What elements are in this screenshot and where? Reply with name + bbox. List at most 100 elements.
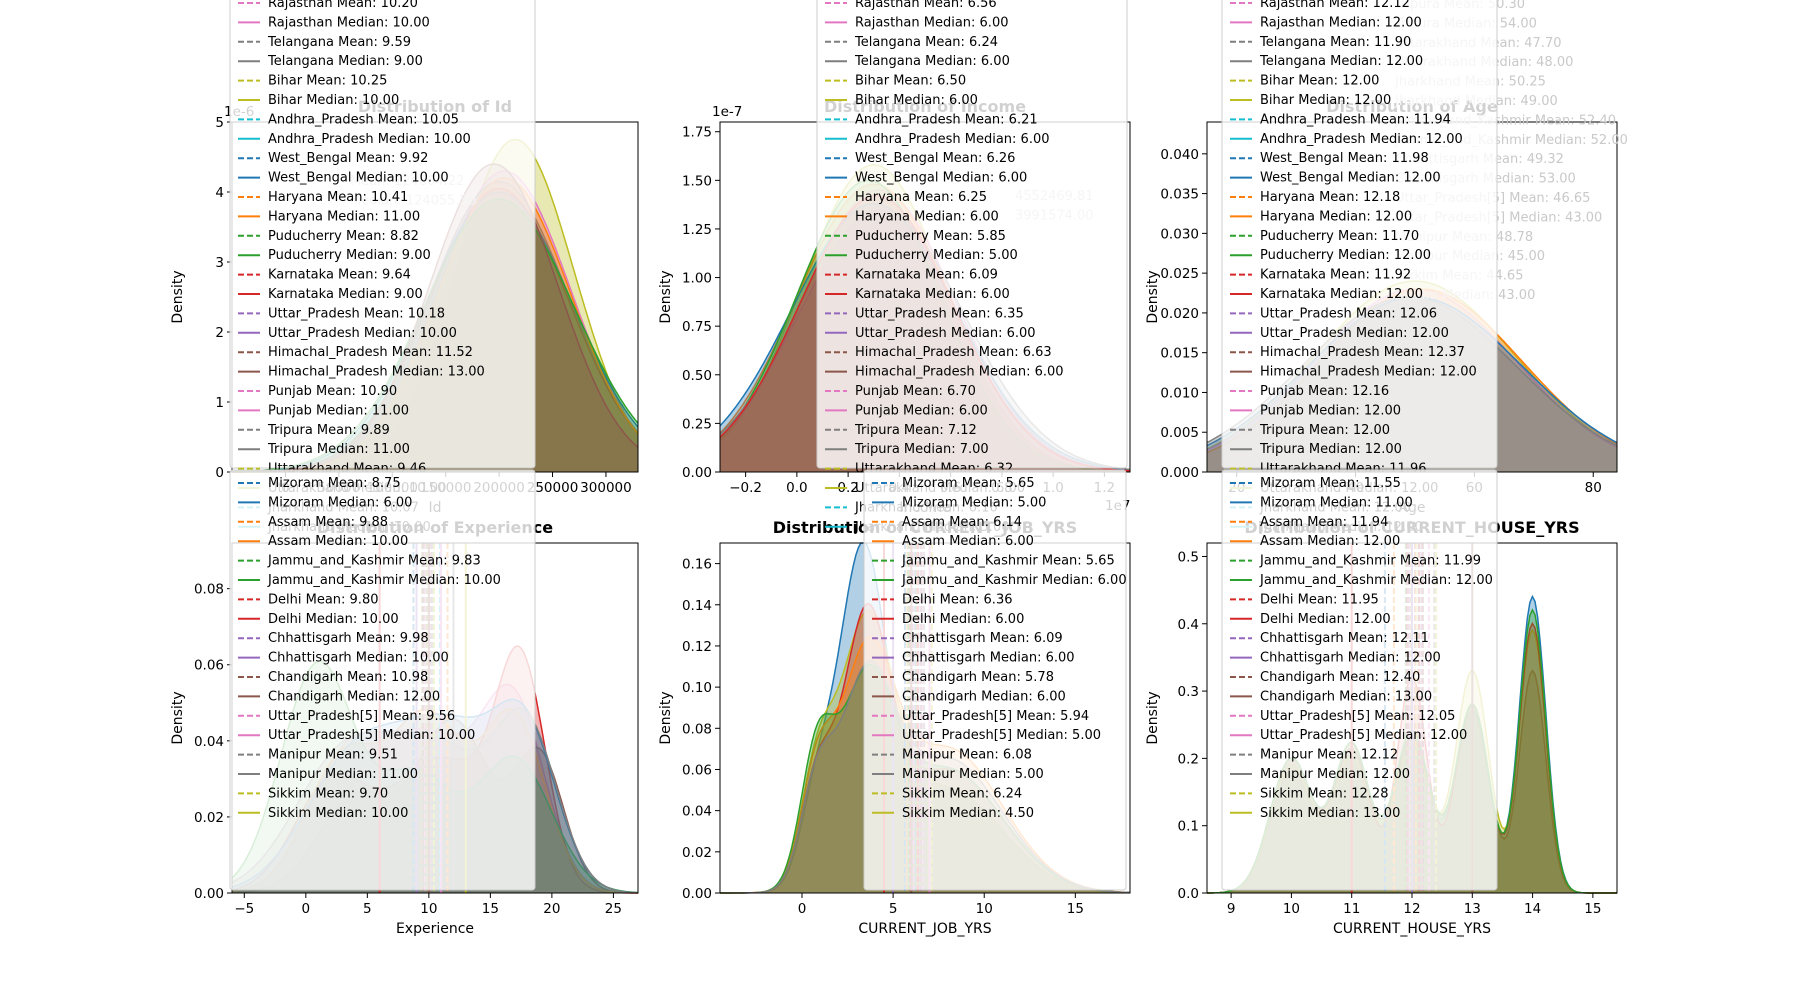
legend-entry: Uttar_Pradesh Mean: 10.18	[268, 306, 445, 321]
legend-entry: Jammu_and_Kashmir Median: 6.00	[901, 573, 1127, 588]
legend-entry: West_Bengal Mean: 9.92	[268, 151, 428, 166]
y-tick-label: 0.040	[1160, 147, 1199, 163]
legend-entry: Uttar_Pradesh[5] Mean: 12.05	[1260, 709, 1455, 724]
legend-6: Mizoram Mean: 11.55 Mizoram Median: 11.00…	[1221, 469, 1498, 891]
legend-entry: Assam Median: 12.00	[1260, 534, 1400, 549]
legend-entry: Rajasthan Median: 12.00	[1260, 15, 1422, 30]
legend-entry: Uttar_Pradesh[5] Mean: 5.94	[902, 709, 1089, 724]
legend-entry: Karnataka Median: 6.00	[855, 287, 1010, 302]
legend-5: Mizoram Mean: 5.65 Mizoram Median: 5.00 As…	[863, 469, 1127, 891]
legend-entry: Haryana Mean: 12.18	[1260, 190, 1400, 205]
x-tick-label: 0	[302, 901, 311, 917]
x-tick-label: 12	[1403, 901, 1420, 917]
legend-entry: Tripura Mean: 9.89	[267, 423, 390, 438]
legend-entry: Puducherry Mean: 11.70	[1260, 229, 1419, 244]
legend-entry: Delhi Mean: 11.95	[1260, 592, 1379, 607]
legend-entry: Uttar_Pradesh[5] Mean: 9.56	[268, 709, 455, 724]
y-tick-label: 0.5	[1178, 549, 1199, 565]
y-tick-label: 0.3	[1178, 684, 1199, 700]
legend-entry: Andhra_Pradesh Mean: 6.21	[855, 112, 1038, 127]
legend-entry: Rajasthan Median: 10.00	[268, 15, 430, 30]
legend-entry: Bihar Median: 6.00	[855, 93, 978, 108]
density-fill-Mizoram	[720, 543, 1130, 893]
y-tick-label: 0.00	[682, 465, 712, 481]
y-tick-label: 0.015	[1160, 346, 1199, 362]
legend-entry: Chhattisgarh Median: 12.00	[1260, 651, 1441, 666]
y-tick-label: 0.0	[1178, 886, 1199, 902]
y-tick-label: 0.000	[1160, 465, 1199, 481]
legend-entry: Haryana Median: 11.00	[268, 209, 420, 224]
y-offset-label: 1e-7	[712, 104, 742, 120]
legend-entry: West_Bengal Median: 6.00	[855, 171, 1027, 186]
legend-entry: Telangana Mean: 9.59	[267, 35, 411, 50]
legend-entry: Chandigarh Median: 12.00	[268, 689, 440, 704]
legend-entry: Uttar_Pradesh[5] Median: 5.00	[902, 728, 1101, 743]
legend-entry: West_Bengal Median: 10.00	[268, 171, 449, 186]
legend-entry: Himachal_Pradesh Median: 13.00	[268, 365, 485, 380]
y-tick-label: 0.25	[682, 416, 712, 432]
legend-entry: Andhra_Pradesh Median: 6.00	[855, 132, 1050, 147]
x-tick-label: 10	[1283, 901, 1300, 917]
legend-box	[1221, 0, 1498, 469]
x-tick-label: 25	[605, 901, 622, 917]
legend-entry: Chandigarh Median: 13.00	[1260, 689, 1432, 704]
y-tick-label: 0.010	[1160, 385, 1199, 401]
legend-entry: Tripura Median: 12.00	[1259, 442, 1402, 457]
x-tick-label: 11	[1343, 901, 1360, 917]
y-tick-label: 0.10	[682, 680, 712, 696]
legend-4: Mizoram Mean: 8.75 Mizoram Median: 6.00 As…	[229, 469, 536, 891]
y-axis-label: Density	[1145, 270, 1161, 323]
x-tick-label: 15	[482, 901, 499, 917]
legend-entry: Telangana Median: 9.00	[267, 54, 423, 69]
y-tick-label: 0.005	[1160, 425, 1199, 441]
density-fill-Delhi	[720, 603, 1130, 893]
legend-3: Rajasthan Mean: 12.12 Rajasthan Median: 1…	[1221, 0, 1498, 535]
legend-entry: Andhra_Pradesh Median: 10.00	[268, 132, 471, 147]
legend-entry: Himachal_Pradesh Mean: 11.52	[268, 345, 473, 360]
y-tick-label: 0.75	[682, 319, 712, 335]
legend-entry: Chhattisgarh Median: 10.00	[268, 651, 449, 666]
legend-entry: Delhi Median: 6.00	[902, 612, 1024, 627]
y-axis-label: Density	[658, 270, 674, 323]
legend-entry: Rajasthan Median: 6.00	[855, 15, 1008, 30]
legend-entry: Haryana Mean: 10.41	[268, 190, 408, 205]
density-fill-Bihar	[232, 139, 638, 472]
legend-entry: Jammu_and_Kashmir Median: 10.00	[267, 573, 501, 588]
x-tick-label: −5	[234, 901, 254, 917]
legend-entry: Uttar_Pradesh[5] Median: 10.00	[268, 728, 475, 743]
x-axis-label: CURRENT_JOB_YRS	[858, 921, 991, 937]
y-tick-label: 4	[215, 185, 224, 201]
legend-entry: Manipur Mean: 9.51	[268, 748, 398, 763]
legend-entry: Rajasthan Mean: 10.20	[268, 0, 418, 11]
legend-entry: Sikkim Median: 10.00	[268, 806, 408, 821]
y-tick-label: 0.02	[682, 845, 712, 861]
y-axis-label: Density	[170, 270, 186, 323]
legend-entry: Tripura Median: 7.00	[854, 442, 989, 457]
legend-entry: Sikkim Mean: 9.70	[268, 786, 388, 801]
x-tick-label: 20	[543, 901, 560, 917]
y-tick-label: 0.12	[682, 639, 712, 655]
x-tick-label: 0.2	[837, 480, 858, 496]
legend-entry: Himachal_Pradesh Mean: 12.37	[1260, 345, 1465, 360]
legend-entry: Chandigarh Mean: 5.78	[902, 670, 1054, 685]
legend-entry: Karnataka Mean: 6.09	[855, 268, 998, 283]
legend-entry: Jammu_and_Kashmir Mean: 9.83	[267, 554, 481, 569]
legend-entry: Uttar_Pradesh Mean: 6.35	[855, 306, 1024, 321]
legend-entry: Tripura Median: 11.00	[267, 442, 410, 457]
legend-box	[1221, 469, 1498, 891]
legend-entry: Sikkim Median: 13.00	[1260, 806, 1400, 821]
legend-entry: Himachal_Pradesh Median: 12.00	[1260, 365, 1477, 380]
legend-entry: Andhra_Pradesh Median: 12.00	[1260, 132, 1463, 147]
legend-entry: Chhattisgarh Mean: 12.11	[1260, 631, 1429, 646]
legend-entry: Bihar Mean: 6.50	[855, 74, 966, 89]
density-fill-Uttarakhand	[720, 610, 1130, 893]
y-tick-label: 2	[215, 325, 224, 341]
legend-entry: Sikkim Mean: 6.24	[902, 786, 1022, 801]
legend-entry: Manipur Median: 12.00	[1260, 767, 1410, 782]
legend-entry: Telangana Median: 12.00	[1259, 54, 1423, 69]
y-axis-label: Density	[170, 691, 186, 744]
legend-entry: Uttar_Pradesh Mean: 12.06	[1260, 306, 1437, 321]
y-tick-label: 5	[215, 115, 224, 131]
legend-entry: Puducherry Median: 9.00	[268, 248, 431, 263]
